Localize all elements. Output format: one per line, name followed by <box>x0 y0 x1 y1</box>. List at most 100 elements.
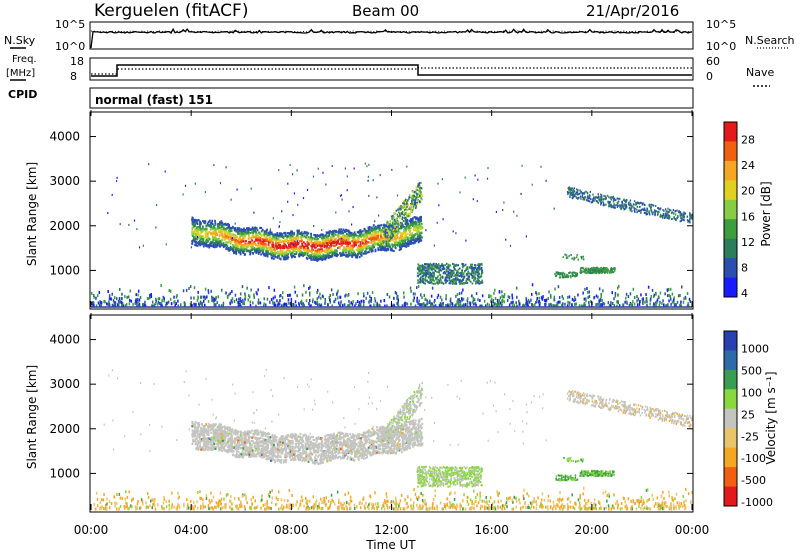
data-cell <box>508 295 511 299</box>
data-cell <box>613 206 615 209</box>
data-cell <box>393 303 395 307</box>
nave-right-tick-bottom: 0 <box>706 70 713 83</box>
data-cell <box>467 271 469 274</box>
data-cell <box>339 252 342 255</box>
data-cell <box>319 244 321 247</box>
data-cell <box>360 303 362 306</box>
data-cell <box>363 227 366 230</box>
data-cell <box>198 236 201 239</box>
data-cell <box>324 257 327 260</box>
data-cell <box>407 199 409 202</box>
data-cell <box>216 243 218 246</box>
data-cell <box>471 263 474 266</box>
data-cell <box>363 300 365 303</box>
data-cell <box>368 226 371 229</box>
data-cell <box>422 280 424 283</box>
data-cell <box>341 251 344 254</box>
data-cell <box>666 294 669 298</box>
data-cell <box>578 196 580 199</box>
data-cell <box>357 238 359 241</box>
data-cell <box>222 223 225 226</box>
data-cell <box>200 237 203 240</box>
data-cell <box>614 294 617 298</box>
data-cell <box>330 255 333 258</box>
data-cell <box>662 214 664 217</box>
data-cell <box>508 303 511 307</box>
data-cell <box>194 238 197 241</box>
data-cell <box>290 252 293 255</box>
data-cell <box>207 239 209 242</box>
data-cell <box>260 226 263 230</box>
data-cell <box>409 224 411 227</box>
data-cell <box>455 272 458 275</box>
data-cell <box>284 258 286 261</box>
data-cell <box>218 225 220 228</box>
data-cell <box>114 296 116 299</box>
data-cell <box>378 228 381 231</box>
data-cell <box>665 214 667 217</box>
data-cell <box>424 266 427 269</box>
data-cell <box>345 242 347 245</box>
data-cell <box>382 248 385 251</box>
data-cell <box>310 236 312 239</box>
data-cell <box>95 304 98 308</box>
data-cell <box>293 248 296 251</box>
data-cell <box>417 284 420 288</box>
data-cell <box>486 302 489 306</box>
data-cell <box>137 304 140 307</box>
data-cell <box>406 221 408 224</box>
data-cell <box>257 241 260 245</box>
data-cell <box>642 208 644 211</box>
data-cell <box>394 243 397 247</box>
data-cell <box>354 256 357 259</box>
data-cell <box>445 297 447 301</box>
data-cell <box>422 282 425 284</box>
data-cell <box>194 218 197 222</box>
data-cell <box>665 208 667 211</box>
data-cell <box>451 278 454 281</box>
data-cell <box>214 221 217 224</box>
data-cell <box>212 232 215 235</box>
data-cell <box>402 206 404 209</box>
data-cell <box>160 301 163 305</box>
data-cell <box>557 272 559 275</box>
data-cell <box>275 245 277 248</box>
data-cell <box>561 295 563 299</box>
data-cell <box>342 239 345 242</box>
data-cell <box>289 301 291 305</box>
data-cell <box>137 289 140 293</box>
data-cell <box>454 273 457 276</box>
data-cell <box>408 196 410 199</box>
data-cell <box>372 229 375 232</box>
data-cell <box>434 265 437 268</box>
data-cell <box>258 247 260 250</box>
data-cell <box>386 231 388 234</box>
data-cell <box>477 263 480 266</box>
data-cell <box>554 275 557 278</box>
power-data-cells <box>91 162 693 308</box>
data-cell <box>553 295 555 299</box>
data-cell <box>322 239 325 242</box>
data-cell <box>353 250 355 253</box>
data-cell <box>638 202 640 205</box>
data-cell <box>366 291 369 295</box>
data-cell <box>574 296 576 299</box>
data-cell <box>419 266 421 269</box>
data-cell <box>664 304 667 308</box>
data-cell <box>375 227 377 230</box>
data-cell <box>149 296 151 300</box>
data-cell <box>383 226 385 229</box>
data-cell <box>316 297 318 301</box>
data-cell <box>448 282 451 285</box>
data-cell <box>401 240 404 243</box>
data-cell <box>576 193 578 196</box>
data-cell <box>458 281 461 284</box>
data-cell <box>428 281 430 284</box>
data-cell <box>305 231 308 234</box>
data-cell <box>456 300 458 304</box>
data-cell <box>365 237 367 240</box>
data-cell <box>389 225 392 227</box>
data-cell <box>147 297 150 301</box>
data-cell <box>318 258 321 261</box>
data-cell <box>225 243 228 247</box>
